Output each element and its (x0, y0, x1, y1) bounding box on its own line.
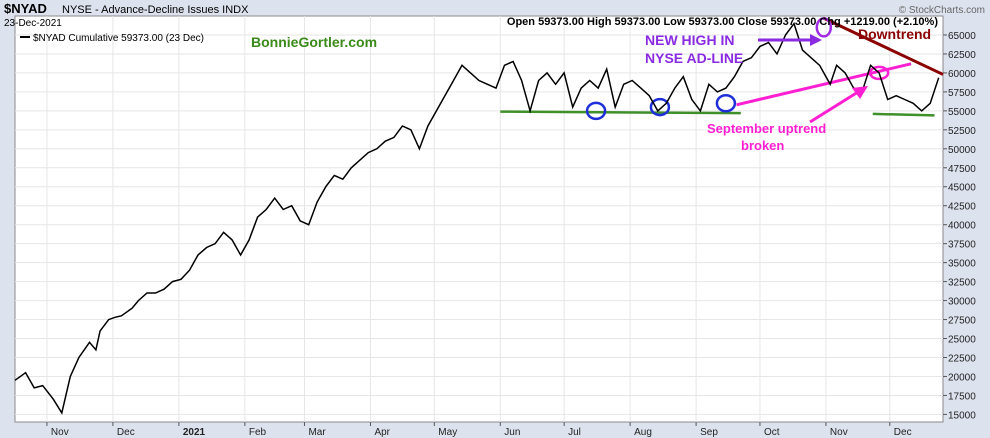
x-tick-label: Nov (830, 427, 848, 438)
description: NYSE - Advance-Decline Issues INDX (62, 4, 249, 16)
y-tick-label: 17500 (948, 391, 976, 402)
support-touch-circle (649, 97, 671, 117)
x-tick-label: 2021 (183, 427, 206, 438)
annotation-site: BonnieGortler.com (251, 34, 377, 50)
y-tick-label: 57500 (948, 88, 976, 99)
annotation-new-high-2: NYSE AD-LINE (645, 50, 743, 66)
y-tick-label: 65000 (948, 31, 976, 42)
y-tick-label: 15000 (948, 410, 976, 421)
annotation-downtrend: Downtrend (858, 26, 931, 42)
y-tick-label: 32500 (948, 278, 976, 289)
series-line-nyad (14, 21, 940, 415)
y-tick-label: 60000 (948, 69, 976, 80)
support-touch-circle (585, 101, 607, 121)
x-tick-label: Dec (894, 427, 912, 438)
uptrend-line (736, 62, 912, 107)
x-tick-label: Nov (51, 427, 69, 438)
y-tick-label: 55000 (948, 107, 976, 118)
x-tick-label: Apr (374, 427, 390, 438)
y-axis: 15000 17500 20000 22500 25000 27500 30000 32500… (943, 31, 976, 421)
support-line (872, 112, 935, 117)
x-axis: Nov Dec 2021 Feb Mar Apr May Jun Jul Aug Sep Oct Nov… (46, 422, 912, 438)
grid (15, 16, 943, 422)
support-touch-circle (715, 94, 737, 113)
y-tick-label: 40000 (948, 221, 976, 232)
arrow-uptrend (809, 90, 859, 124)
arrow-uptrend-head (852, 86, 868, 99)
y-tick-label: 35000 (948, 259, 976, 270)
downtrend-line (823, 16, 944, 76)
y-tick-label: 30000 (948, 297, 976, 308)
y-tick-label: 37500 (948, 240, 976, 251)
header-date: 23-Dec-2021 (4, 18, 62, 29)
x-tick-label: Aug (634, 427, 652, 438)
x-tick-label: Dec (117, 427, 135, 438)
new-high-circle (815, 17, 833, 38)
breakdown-circle (868, 65, 890, 81)
legend-label: $NYAD Cumulative 59373.00 (23 Dec) (33, 33, 204, 44)
support-line (500, 110, 741, 115)
plot-area (14, 15, 944, 423)
annotation-uptrend-2: broken (741, 138, 784, 153)
annotation-uptrend-1: September uptrend (707, 121, 826, 136)
watermark: © StockCharts.com (899, 5, 985, 16)
y-tick-label: 22500 (948, 353, 976, 364)
x-tick-label: Mar (308, 427, 326, 438)
y-tick-label: 42500 (948, 202, 976, 213)
ohlc-readout: Open 59373.00 High 59373.00 Low 59373.00… (507, 16, 938, 28)
overlays (500, 16, 944, 121)
y-tick-label: 27500 (948, 316, 976, 327)
y-tick-label: 47500 (948, 164, 976, 175)
x-tick-label: Jun (504, 427, 520, 438)
annotation-new-high-1: NEW HIGH IN (645, 32, 734, 48)
x-tick-label: Feb (249, 427, 267, 438)
x-tick-label: May (438, 427, 457, 438)
y-tick-label: 62500 (948, 50, 976, 61)
symbol: $NYAD (4, 1, 47, 16)
x-tick-label: Oct (764, 427, 780, 438)
y-tick-label: 50000 (948, 145, 976, 156)
arrow-new-high-head (810, 34, 822, 46)
x-tick-label: Sep (700, 427, 718, 438)
y-tick-label: 45000 (948, 183, 976, 194)
x-tick-label: Jul (568, 427, 581, 438)
y-tick-label: 25000 (948, 335, 976, 346)
y-tick-label: 20000 (948, 372, 976, 383)
y-tick-label: 52500 (948, 126, 976, 137)
